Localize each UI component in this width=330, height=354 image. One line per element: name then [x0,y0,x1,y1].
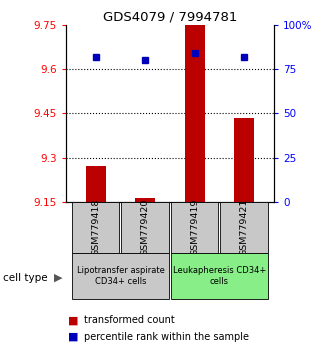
Text: ■: ■ [68,332,78,342]
Text: Leukapheresis CD34+
cells: Leukapheresis CD34+ cells [173,267,266,286]
Text: GSM779421: GSM779421 [240,199,249,256]
Text: Lipotransfer aspirate
CD34+ cells: Lipotransfer aspirate CD34+ cells [77,267,164,286]
Bar [171,253,268,299]
Bar [86,166,106,202]
Title: GDS4079 / 7994781: GDS4079 / 7994781 [103,11,237,24]
Bar [135,198,155,202]
Text: ■: ■ [68,315,78,325]
Text: GSM779420: GSM779420 [141,199,150,256]
Bar [72,202,119,253]
Text: percentile rank within the sample: percentile rank within the sample [84,332,249,342]
Bar [185,25,205,202]
Text: cell type: cell type [3,273,48,283]
Text: GSM779418: GSM779418 [91,199,100,256]
Bar [234,118,254,202]
Text: ▶: ▶ [54,273,63,283]
Bar [220,202,268,253]
Bar [121,202,169,253]
Bar [171,202,218,253]
Text: GSM779419: GSM779419 [190,199,199,256]
Text: transformed count: transformed count [84,315,175,325]
Bar [72,253,169,299]
